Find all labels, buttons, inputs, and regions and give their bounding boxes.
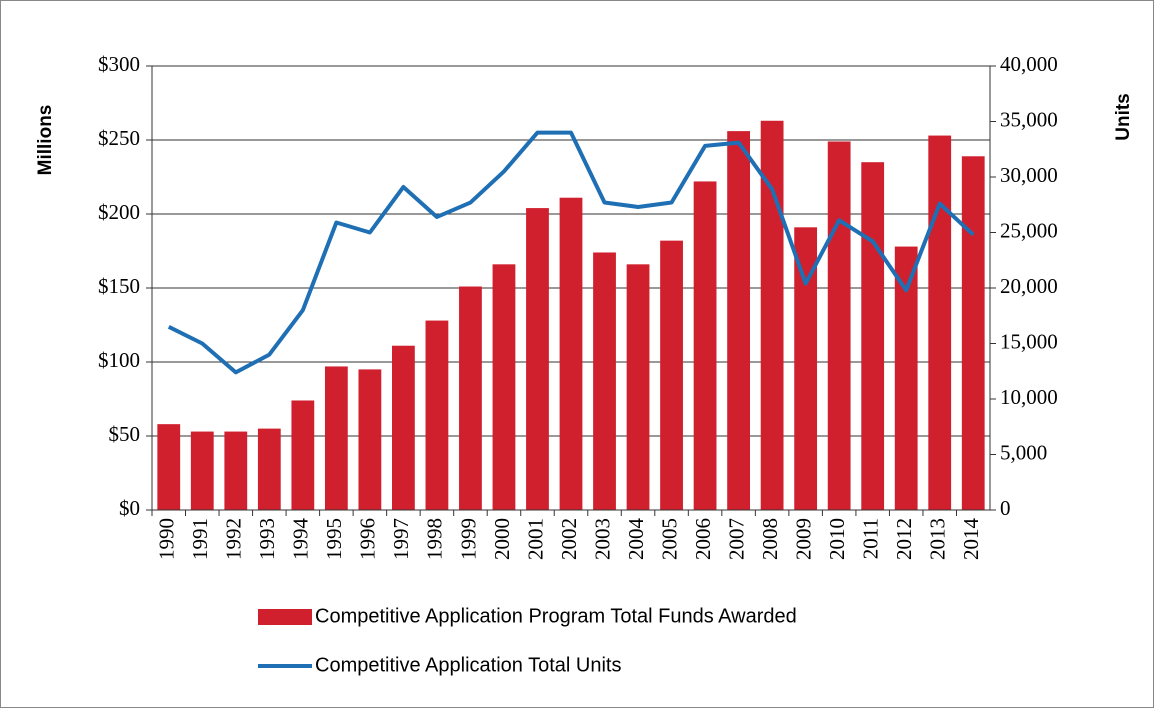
- x-tick-label: 1991: [188, 518, 212, 560]
- legend-label: Competitive Application Program Total Fu…: [315, 605, 797, 627]
- y2-tick-label: 0: [1000, 496, 1011, 520]
- bar: [425, 320, 449, 510]
- bar: [459, 286, 482, 510]
- bar: [928, 135, 952, 510]
- y2-tick-label: 35,000: [1000, 107, 1058, 131]
- y-tick-label: $250: [98, 126, 140, 150]
- x-tick-label: 2002: [557, 518, 581, 560]
- bar: [257, 428, 281, 510]
- x-tick-label: 2004: [624, 518, 648, 561]
- bar: [660, 240, 683, 510]
- x-tick-label: 2000: [490, 518, 514, 560]
- y2-tick-label: 10,000: [1000, 385, 1058, 409]
- line: [167, 130, 975, 375]
- x-tick-label: 2014: [959, 518, 983, 561]
- bar: [392, 345, 415, 510]
- x-tick-label: 2001: [523, 518, 547, 560]
- x-tick-label: 2009: [791, 518, 815, 560]
- bar: [324, 366, 348, 510]
- bar: [894, 246, 918, 510]
- y2-tick-label: 40,000: [1000, 52, 1058, 76]
- y-tick-label: $150: [98, 274, 140, 298]
- legend-label: Competitive Application Total Units: [315, 654, 621, 676]
- y2-tick-label: 30,000: [1000, 163, 1058, 187]
- bar: [760, 120, 784, 510]
- bar: [961, 156, 985, 510]
- x-tick-label: 2011: [858, 518, 882, 559]
- bar: [861, 162, 885, 510]
- bar: [727, 131, 750, 510]
- bar: [358, 369, 382, 510]
- y-tick-label: $200: [98, 200, 140, 224]
- bar: [693, 181, 717, 510]
- x-tick-label: 1993: [255, 518, 279, 560]
- x-tick-label: 1997: [389, 518, 413, 560]
- y2-tick-label: 20,000: [1000, 274, 1058, 298]
- bar: [794, 227, 818, 510]
- y-tick-label: $0: [119, 496, 140, 520]
- x-tick-label: 1994: [289, 518, 313, 561]
- bar: [593, 252, 616, 511]
- y2-tick-label: 5,000: [1000, 440, 1047, 464]
- y2-tick-label: 15,000: [1000, 329, 1058, 353]
- x-tick-label: 1998: [423, 518, 447, 560]
- bar: [492, 264, 516, 510]
- x-tick-label: 2008: [758, 518, 782, 560]
- legend-swatch: [258, 609, 312, 625]
- x-tick-label: 2007: [724, 518, 748, 560]
- x-tick-label: 2005: [657, 518, 681, 560]
- y-axis-label: Millions: [35, 105, 56, 176]
- x-tick-label: 2003: [590, 518, 614, 560]
- x-tick-label: 1999: [456, 518, 480, 560]
- y2-axis-label: Units: [1113, 93, 1134, 141]
- bar: [224, 431, 248, 510]
- bar: [559, 197, 583, 510]
- x-tick-label: 1995: [322, 518, 346, 560]
- x-tick-label: 2013: [926, 518, 950, 560]
- x-tick-label: 1992: [222, 518, 246, 560]
- x-tick-label: 2006: [691, 518, 715, 560]
- y-tick-label: $300: [98, 52, 140, 76]
- x-tick-label: 2012: [892, 518, 916, 560]
- x-tick-label: 1990: [155, 518, 179, 560]
- y-tick-label: $100: [98, 348, 140, 372]
- bar: [827, 141, 851, 511]
- x-tick-label: 2010: [825, 518, 849, 560]
- y2-tick-label: 25,000: [1000, 218, 1058, 242]
- bar: [626, 264, 650, 510]
- bar: [526, 208, 549, 510]
- bar: [291, 400, 315, 510]
- y-tick-label: $50: [109, 422, 141, 446]
- bar: [157, 424, 181, 510]
- x-tick-label: 1996: [356, 518, 380, 560]
- bar: [190, 431, 214, 510]
